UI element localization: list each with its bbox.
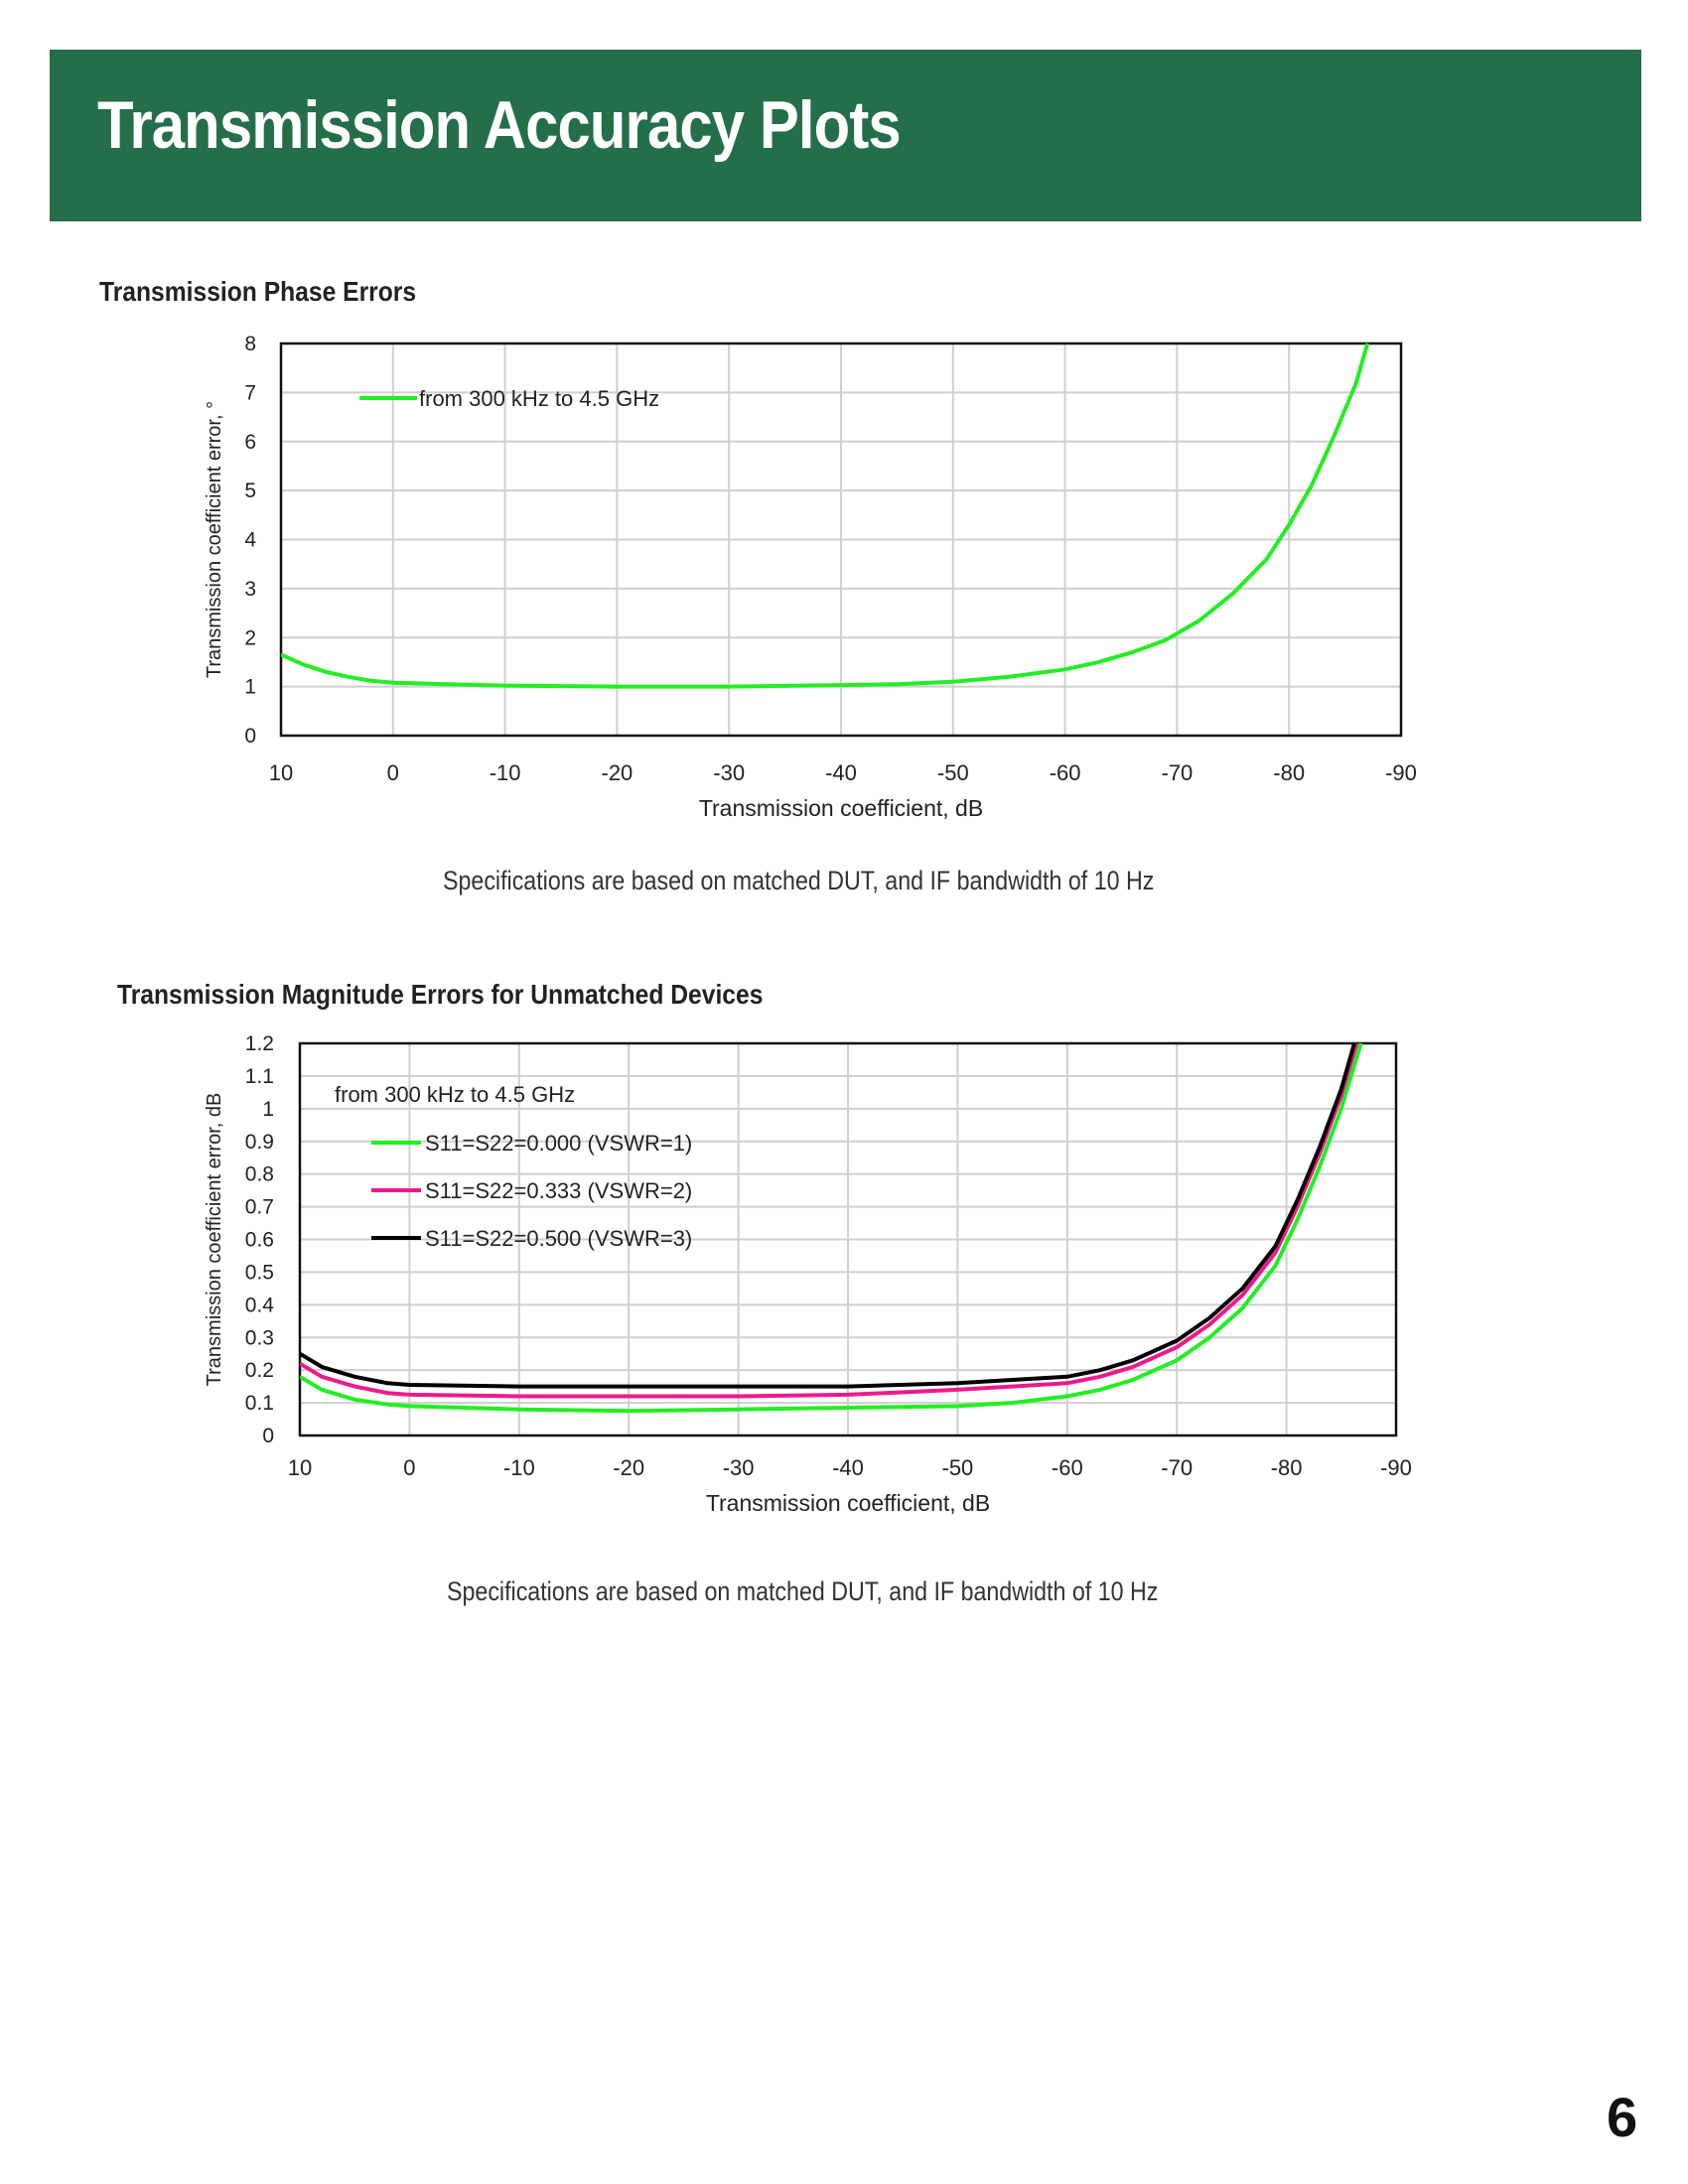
section-title-phase: Transmission Phase Errors bbox=[99, 276, 417, 307]
y-tick-label: 0.8 bbox=[245, 1163, 274, 1186]
x-tick-label: -60 bbox=[1050, 760, 1081, 785]
x-tick-label: -50 bbox=[942, 1455, 974, 1480]
y-tick-label: 7 bbox=[244, 381, 256, 404]
y-tick-label: 8 bbox=[244, 333, 256, 355]
y-tick-label: 2 bbox=[244, 626, 256, 649]
x-tick-label: -10 bbox=[503, 1455, 535, 1480]
y-tick-label: 4 bbox=[244, 529, 256, 552]
y-tick-label: 0 bbox=[262, 1425, 274, 1447]
y-tick-label: 0.9 bbox=[245, 1131, 274, 1154]
y-tick-label: 1.1 bbox=[245, 1065, 274, 1088]
y-axis-label: Transmission coefficient error, dB bbox=[204, 1093, 225, 1387]
plot-area bbox=[281, 343, 1401, 736]
x-tick-label: -60 bbox=[1052, 1455, 1083, 1480]
x-axis-label: Transmission coefficient, dB bbox=[699, 795, 983, 821]
magnitude-chart-note: Specifications are based on matched DUT,… bbox=[447, 1576, 1159, 1606]
y-tick-label: 5 bbox=[244, 479, 256, 502]
x-tick-label: -20 bbox=[602, 760, 633, 785]
y-tick-label: 6 bbox=[244, 431, 256, 454]
phase-chart-note: Specifications are based on matched DUT,… bbox=[443, 866, 1155, 895]
y-tick-label: 0 bbox=[244, 725, 256, 748]
series-line-2 bbox=[300, 1042, 1359, 1399]
x-tick-label: -30 bbox=[723, 1455, 755, 1480]
x-axis-label: Transmission coefficient, dB bbox=[706, 1490, 990, 1516]
x-tick-label: -70 bbox=[1161, 1455, 1193, 1480]
y-tick-label: 1 bbox=[262, 1098, 274, 1121]
x-tick-label: -20 bbox=[613, 1455, 644, 1480]
y-tick-label: 0.2 bbox=[245, 1359, 274, 1382]
y-tick-label: 0.6 bbox=[245, 1229, 274, 1252]
legend-label-1: S11=S22=0.000 (VSWR=1) bbox=[425, 1131, 692, 1156]
plot-frame bbox=[298, 1041, 1398, 1437]
x-tick-label: 0 bbox=[403, 1455, 415, 1480]
x-tick-label: -70 bbox=[1162, 760, 1194, 785]
page-title: Transmission Accuracy Plots bbox=[97, 87, 902, 163]
section-title-magnitude: Transmission Magnitude Errors for Unmatc… bbox=[117, 979, 764, 1010]
y-tick-label: 1 bbox=[244, 676, 256, 699]
x-tick-label: -80 bbox=[1271, 1455, 1303, 1480]
x-tick-label: -40 bbox=[832, 1455, 864, 1480]
y-tick-label: 0.7 bbox=[245, 1196, 274, 1219]
x-tick-label: -40 bbox=[825, 760, 857, 785]
y-tick-label: 1.2 bbox=[245, 1032, 274, 1055]
series-line-3 bbox=[300, 1042, 1356, 1389]
x-tick-label: -10 bbox=[490, 760, 521, 785]
x-tick-label: 0 bbox=[387, 760, 399, 785]
legend-header: from 300 kHz to 4.5 GHz bbox=[335, 1082, 575, 1107]
legend-label-3: S11=S22=0.500 (VSWR=3) bbox=[425, 1226, 692, 1251]
legend-label-2: S11=S22=0.333 (VSWR=2) bbox=[425, 1178, 692, 1203]
page-number: 6 bbox=[1607, 2086, 1638, 2148]
y-tick-label: 0.3 bbox=[245, 1326, 274, 1349]
legend-label-1: from 300 kHz to 4.5 GHz bbox=[419, 386, 659, 411]
x-tick-label: -80 bbox=[1273, 760, 1305, 785]
y-tick-label: 3 bbox=[244, 578, 256, 601]
x-tick-label: -30 bbox=[713, 760, 745, 785]
series-line-1 bbox=[281, 342, 1370, 689]
y-tick-label: 0.4 bbox=[245, 1294, 275, 1316]
x-tick-label: -90 bbox=[1385, 760, 1417, 785]
x-tick-label: -90 bbox=[1380, 1455, 1412, 1480]
y-tick-label: 0.5 bbox=[245, 1261, 274, 1284]
x-tick-label: 10 bbox=[269, 760, 293, 785]
plot-area bbox=[300, 1043, 1396, 1435]
y-axis-label: Transmission coefficient error, ° bbox=[204, 401, 225, 678]
series-line-1 bbox=[300, 1042, 1363, 1414]
y-tick-label: 0.1 bbox=[245, 1392, 274, 1415]
x-tick-label: 10 bbox=[288, 1455, 312, 1480]
x-tick-label: -50 bbox=[937, 760, 969, 785]
plot-frame bbox=[279, 341, 1403, 738]
header-bar: Transmission Accuracy Plots bbox=[50, 50, 1641, 221]
